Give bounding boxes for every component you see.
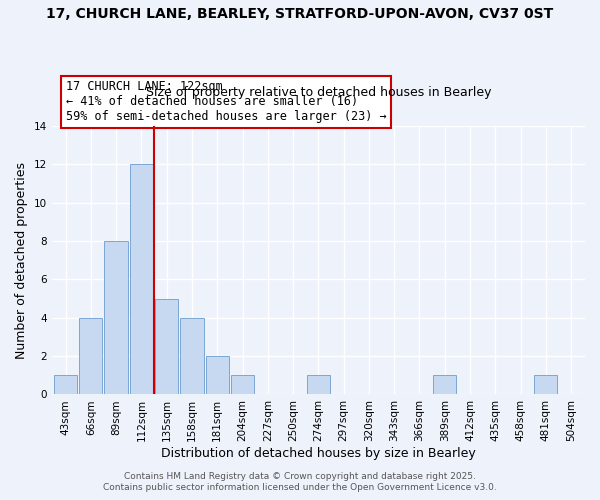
Bar [181,318,203,394]
Bar [307,376,330,394]
Bar [54,376,77,394]
Bar [155,298,178,394]
Bar [534,376,557,394]
X-axis label: Distribution of detached houses by size in Bearley: Distribution of detached houses by size … [161,447,476,460]
Bar [79,318,103,394]
Text: 17, CHURCH LANE, BEARLEY, STRATFORD-UPON-AVON, CV37 0ST: 17, CHURCH LANE, BEARLEY, STRATFORD-UPON… [46,8,554,22]
Text: Contains HM Land Registry data © Crown copyright and database right 2025.
Contai: Contains HM Land Registry data © Crown c… [103,472,497,492]
Title: Size of property relative to detached houses in Bearley: Size of property relative to detached ho… [146,86,491,98]
Bar [130,164,153,394]
Bar [231,376,254,394]
Bar [206,356,229,395]
Text: 17 CHURCH LANE: 122sqm
← 41% of detached houses are smaller (16)
59% of semi-det: 17 CHURCH LANE: 122sqm ← 41% of detached… [65,80,386,123]
Y-axis label: Number of detached properties: Number of detached properties [15,162,28,359]
Bar [104,241,128,394]
Bar [433,376,457,394]
